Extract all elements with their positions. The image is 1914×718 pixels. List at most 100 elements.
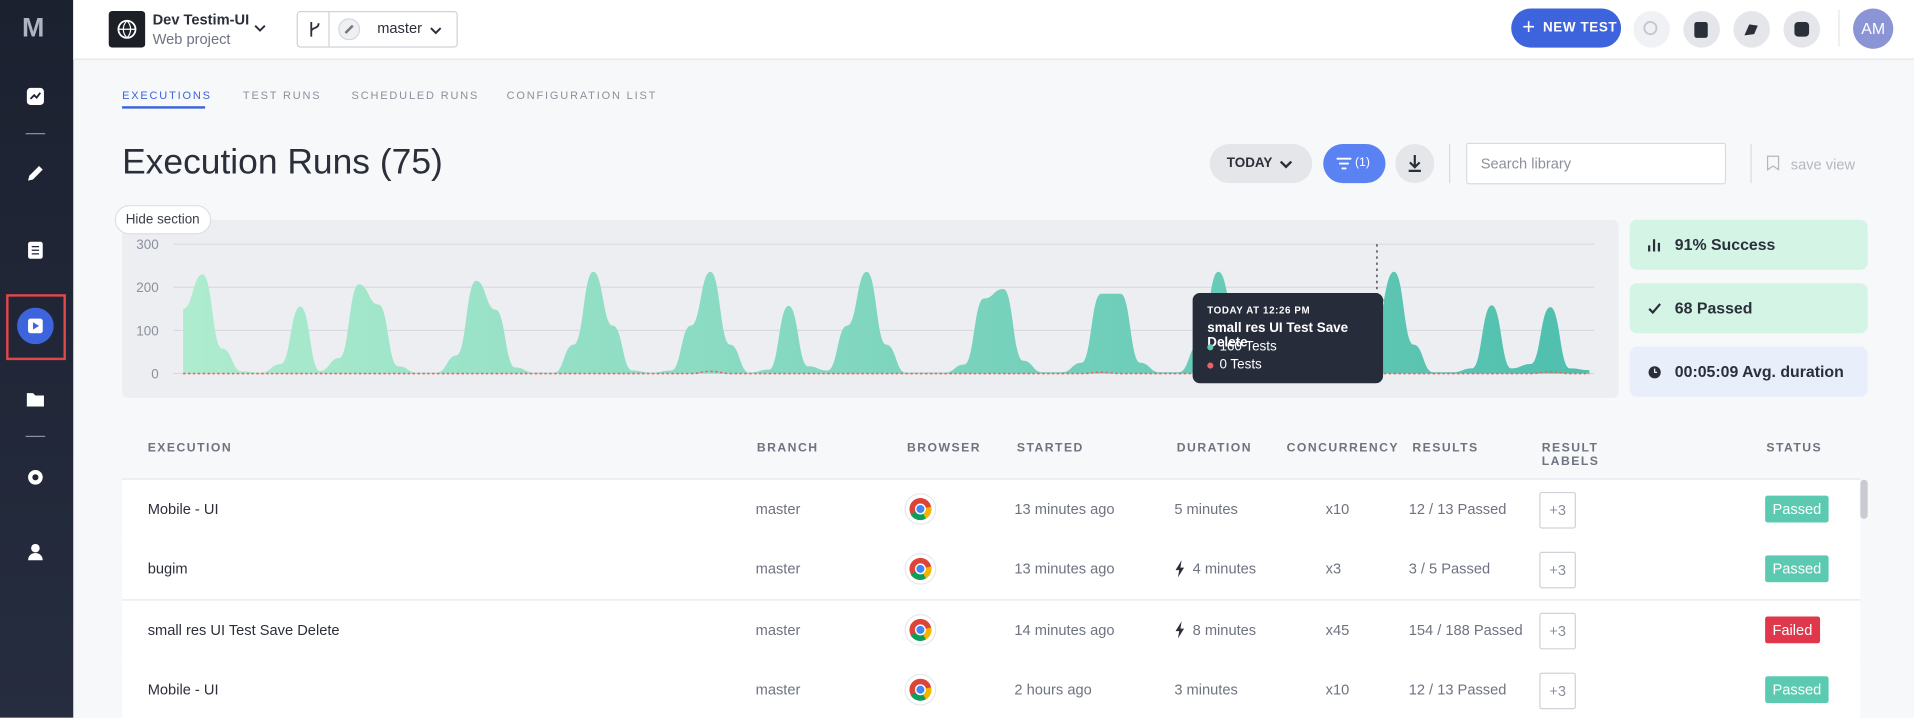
- chart-tooltip: TODAY AT 12:26 PM small res UI Test Save…: [1192, 292, 1384, 384]
- avatar[interactable]: AM: [1853, 8, 1894, 49]
- fast-icon: [1175, 620, 1185, 638]
- duration: 8 minutes: [1192, 620, 1257, 638]
- column-header: STARTED: [1016, 441, 1084, 456]
- branch: master: [755, 500, 801, 518]
- download-button[interactable]: [1395, 144, 1435, 184]
- table-row[interactable]: small res UI Test Save Delete master 14 mi…: [122, 600, 1861, 662]
- y-tick-label: 300: [136, 237, 158, 252]
- nav-tests[interactable]: [26, 240, 46, 260]
- browser-icon: [904, 553, 937, 586]
- tab[interactable]: SCHEDULED RUNS: [351, 89, 480, 102]
- results: 3 / 5 Passed: [1408, 560, 1491, 578]
- status-badge: Failed: [1765, 615, 1820, 643]
- project-icon: [108, 10, 146, 48]
- column-header: DURATION: [1176, 441, 1252, 456]
- header: Dev Testim-UI Web project master + NEW T…: [73, 0, 1914, 60]
- y-tick-label: 200: [136, 280, 158, 295]
- table-row[interactable]: Mobile - UI master 2 hours ago 3 minutes x10…: [122, 660, 1861, 718]
- branch: master: [755, 681, 801, 699]
- stat-duration: 00:05:09 Avg. duration: [1674, 362, 1844, 381]
- stat-card: 91% Success: [1629, 219, 1868, 270]
- tab[interactable]: EXECUTIONS: [122, 89, 212, 102]
- branch: master: [755, 560, 801, 578]
- status-badge: Passed: [1765, 555, 1829, 583]
- execution-name: Mobile - UI: [147, 681, 219, 699]
- label-badge[interactable]: +3: [1539, 612, 1576, 649]
- concurrency: x3: [1325, 560, 1342, 578]
- label-badge[interactable]: +3: [1539, 672, 1576, 710]
- search-placeholder: Search library: [1480, 155, 1572, 173]
- nav-account[interactable]: [26, 542, 46, 562]
- sidebar: M: [0, 0, 74, 718]
- table-row[interactable]: Mobile - UI master 13 minutes ago 5 minutes…: [122, 479, 1861, 541]
- started: 13 minutes ago: [1014, 560, 1115, 578]
- concurrency: x10: [1325, 500, 1350, 518]
- hide-section-button[interactable]: Hide section: [114, 205, 211, 235]
- status-badge: Passed: [1765, 676, 1829, 703]
- nav-runs[interactable]: [17, 307, 54, 345]
- stat-passed: 68 Passed: [1674, 299, 1753, 318]
- tooltip-time: TODAY AT 12:26 PM: [1207, 305, 1311, 317]
- column-header: RESULTS: [1412, 441, 1479, 456]
- browser-icon: [904, 673, 937, 706]
- y-tick-label: 100: [136, 323, 158, 338]
- execution-name: small res UI Test Save Delete: [147, 620, 340, 638]
- label-badge[interactable]: +3: [1539, 552, 1576, 589]
- new-test-label: NEW TEST: [1542, 20, 1618, 36]
- fast-icon: [1175, 560, 1185, 578]
- logo[interactable]: M: [21, 12, 45, 43]
- column-header: CONCURRENCY: [1286, 441, 1400, 456]
- search-input[interactable]: Search library: [1466, 142, 1727, 185]
- date-filter[interactable]: TODAY: [1209, 144, 1313, 184]
- stat-card: 00:05:09 Avg. duration: [1629, 346, 1868, 397]
- pin-icon: [338, 18, 361, 41]
- branch-select[interactable]: master: [296, 10, 458, 48]
- table-top: [122, 478, 1861, 480]
- stat-card: 68 Passed: [1629, 283, 1868, 334]
- nav-editor[interactable]: [26, 164, 46, 184]
- project-name[interactable]: Dev Testim-UI: [152, 10, 250, 29]
- status-badge: Passed: [1765, 495, 1829, 523]
- header-icons[interactable]: [1633, 10, 1828, 49]
- started: 14 minutes ago: [1014, 620, 1115, 638]
- started: 13 minutes ago: [1014, 500, 1115, 518]
- selected-highlight: [6, 294, 66, 361]
- browser-icon: [904, 493, 937, 525]
- tab-underline: [122, 106, 206, 109]
- scrollbar[interactable]: [1860, 479, 1868, 519]
- chart: 0 100 200 300: [136, 237, 1595, 381]
- tooltip-failed: 0 Tests: [1219, 357, 1262, 373]
- chevron[interactable]: [253, 21, 268, 36]
- filter-button[interactable]: (1): [1323, 144, 1386, 184]
- duration: 3 minutes: [1174, 681, 1238, 699]
- save-view[interactable]: save view: [1790, 156, 1856, 174]
- chevron: [430, 27, 442, 35]
- concurrency: x45: [1325, 620, 1350, 638]
- execution-name: bugim: [147, 560, 188, 578]
- started: 2 hours ago: [1014, 681, 1092, 699]
- filter-count: (1): [1354, 156, 1370, 170]
- execution-name: Mobile - UI: [147, 500, 219, 518]
- nav-settings[interactable]: [26, 468, 46, 488]
- tab[interactable]: TEST RUNS: [242, 89, 322, 102]
- tooltip-passed: 160 Tests: [1219, 339, 1277, 355]
- duration: 4 minutes: [1192, 560, 1257, 578]
- nav-dashboard[interactable]: [26, 87, 46, 107]
- date-filter-label: TODAY: [1226, 156, 1273, 171]
- nav-folder[interactable]: [26, 389, 46, 409]
- column-header: EXECUTION: [147, 441, 233, 456]
- page-title: Execution Runs (75): [122, 142, 443, 182]
- concurrency: x10: [1325, 681, 1350, 699]
- new-test-button[interactable]: + NEW TEST: [1511, 8, 1622, 48]
- column-header: BROWSER: [906, 441, 981, 456]
- branch: master: [755, 620, 801, 638]
- tooltip-title: small res UI Test Save Delete: [1207, 321, 1349, 351]
- tab[interactable]: CONFIGURATION LIST: [506, 89, 658, 102]
- results: 154 / 188 Passed: [1408, 620, 1523, 638]
- table-row[interactable]: bugim master 13 minutes ago 4 minutes x3 3 / …: [122, 539, 1861, 601]
- duration: 5 minutes: [1174, 500, 1238, 518]
- label-badge[interactable]: +3: [1539, 491, 1576, 529]
- results: 12 / 13 Passed: [1408, 500, 1507, 518]
- browser-icon: [904, 613, 937, 646]
